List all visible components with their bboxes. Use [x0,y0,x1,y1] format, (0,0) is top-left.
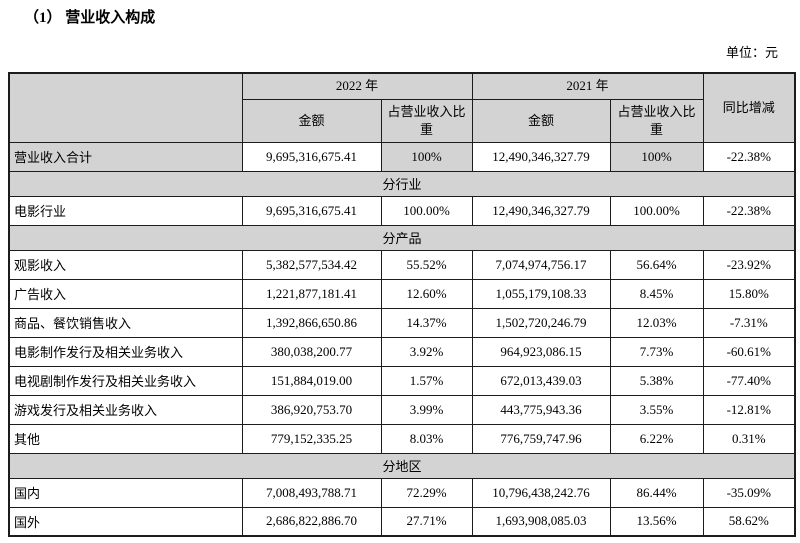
table-row: 其他 779,152,335.25 8.03% 776,759,747.96 6… [8,423,796,454]
row-label-cell: 电影行业 [8,195,243,226]
share-2022-cell: 27.71% [380,506,473,537]
table-row-total: 营业收入合计 9,695,316,675.41 100% 12,490,346,… [8,141,796,172]
revenue-composition-table: 2022 年 2021 年 同比增减 金额 占营业收入比重 金额 占营业收入比重… [8,72,797,537]
table-row: 电影行业 9,695,316,675.41 100.00% 12,490,346… [8,195,796,226]
row-label-cell: 国内 [8,477,243,508]
share-2021-cell: 12.03% [609,307,704,338]
amount-2022-cell: 9,695,316,675.41 [241,141,382,172]
share-2021-cell: 8.45% [609,278,704,309]
table-row: 观影收入 5,382,577,534.42 55.52% 7,074,974,7… [8,249,796,280]
amount-2022-cell: 7,008,493,788.71 [241,477,382,508]
amount-2021-cell: 672,013,439.03 [471,365,611,396]
corner-cell [8,72,243,143]
yoy-cell: -22.38% [702,141,796,172]
share-2021-cell: 6.22% [609,423,704,454]
row-label-cell: 观影收入 [8,249,243,280]
amount-2022-cell: 1,221,877,181.41 [241,278,382,309]
amount-2021-cell: 1,055,179,108.33 [471,278,611,309]
table-row: 广告收入 1,221,877,181.41 12.60% 1,055,179,1… [8,278,796,309]
yoy-cell: 15.80% [702,278,796,309]
table-row: 商品、餐饮销售收入 1,392,866,650.86 14.37% 1,502,… [8,307,796,338]
share-2022-cell: 72.29% [380,477,473,508]
yoy-cell: -22.38% [702,195,796,226]
amount-2022-cell: 5,382,577,534.42 [241,249,382,280]
amount-2022-cell: 1,392,866,650.86 [241,307,382,338]
section-row-label: 分产品 [8,224,796,251]
amount-2022-cell: 9,695,316,675.41 [241,195,382,226]
amount-2022-cell: 779,152,335.25 [241,423,382,454]
share-2022-cell: 3.92% [380,336,473,367]
row-label-cell: 游戏发行及相关业务收入 [8,394,243,425]
amount-2021-cell: 7,074,974,756.17 [471,249,611,280]
amount-2022-cell: 2,686,822,886.70 [241,506,382,537]
share-2021-header: 占营业收入比重 [609,98,704,143]
unit-label: 单位：元 [725,45,778,60]
table-row: 国内 7,008,493,788.71 72.29% 10,796,438,24… [8,477,796,508]
yoy-cell: -23.92% [702,249,796,280]
share-2022-cell: 55.52% [380,249,473,280]
section-row-label: 分地区 [8,452,796,479]
yoy-header: 同比增减 [702,72,796,143]
amount-2021-cell: 1,693,908,085.03 [471,506,611,537]
amount-2021-cell: 964,923,086.15 [471,336,611,367]
share-2021-cell: 7.73% [609,336,704,367]
row-label-cell: 营业收入合计 [8,141,243,172]
share-2022-cell: 14.37% [380,307,473,338]
amount-2022-cell: 380,038,200.77 [241,336,382,367]
amount-2021-cell: 776,759,747.96 [471,423,611,454]
yoy-cell: -60.61% [702,336,796,367]
section-row-label: 分行业 [8,170,796,197]
amount-2021-cell: 10,796,438,242.76 [471,477,611,508]
share-2022-cell: 12.60% [380,278,473,309]
table-row: 国外 2,686,822,886.70 27.71% 1,693,908,085… [8,506,796,537]
year-2022-header: 2022 年 [241,72,473,100]
section-row-industry: 分行业 [8,170,796,197]
yoy-cell: 0.31% [702,423,796,454]
yoy-cell: 58.62% [702,506,796,537]
share-2021-cell: 100.00% [609,195,704,226]
share-2022-cell: 100.00% [380,195,473,226]
amount-2021-cell: 443,775,943.36 [471,394,611,425]
row-label-cell: 国外 [8,506,243,537]
row-label-cell: 电视剧制作发行及相关业务收入 [8,365,243,396]
amount-2022-cell: 151,884,019.00 [241,365,382,396]
section-row-product: 分产品 [8,224,796,251]
row-label-cell: 其他 [8,423,243,454]
row-label-cell: 电影制作发行及相关业务收入 [8,336,243,367]
page-title: （1） 营业收入构成 [24,10,156,26]
row-label-cell: 广告收入 [8,278,243,309]
share-2022-cell: 100% [380,141,473,172]
amount-2021-cell: 12,490,346,327.79 [471,195,611,226]
share-2022-header: 占营业收入比重 [380,98,473,143]
yoy-cell: -7.31% [702,307,796,338]
share-2021-cell: 3.55% [609,394,704,425]
table-row: 电影制作发行及相关业务收入 380,038,200.77 3.92% 964,9… [8,336,796,367]
yoy-cell: -12.81% [702,394,796,425]
header-row-years: 2022 年 2021 年 同比增减 [8,72,796,143]
amount-2021-header: 金额 [471,98,611,143]
table-row: 游戏发行及相关业务收入 386,920,753.70 3.99% 443,775… [8,394,796,425]
row-label-cell: 商品、餐饮销售收入 [8,307,243,338]
share-2021-cell: 86.44% [609,477,704,508]
share-2021-cell: 5.38% [609,365,704,396]
year-2021-header: 2021 年 [471,72,704,100]
share-2022-cell: 3.99% [380,394,473,425]
amount-2022-header: 金额 [241,98,382,143]
amount-2021-cell: 1,502,720,246.79 [471,307,611,338]
section-row-region: 分地区 [8,452,796,479]
yoy-cell: -77.40% [702,365,796,396]
header-row-metrics: 金额 占营业收入比重 金额 占营业收入比重 [9,98,795,143]
amount-2021-cell: 12,490,346,327.79 [471,141,611,172]
share-2021-cell: 56.64% [609,249,704,280]
yoy-cell: -35.09% [702,477,796,508]
share-2022-cell: 1.57% [380,365,473,396]
share-2022-cell: 8.03% [380,423,473,454]
amount-2022-cell: 386,920,753.70 [241,394,382,425]
table-row: 电视剧制作发行及相关业务收入 151,884,019.00 1.57% 672,… [8,365,796,396]
share-2021-cell: 100% [609,141,704,172]
share-2021-cell: 13.56% [609,506,704,537]
